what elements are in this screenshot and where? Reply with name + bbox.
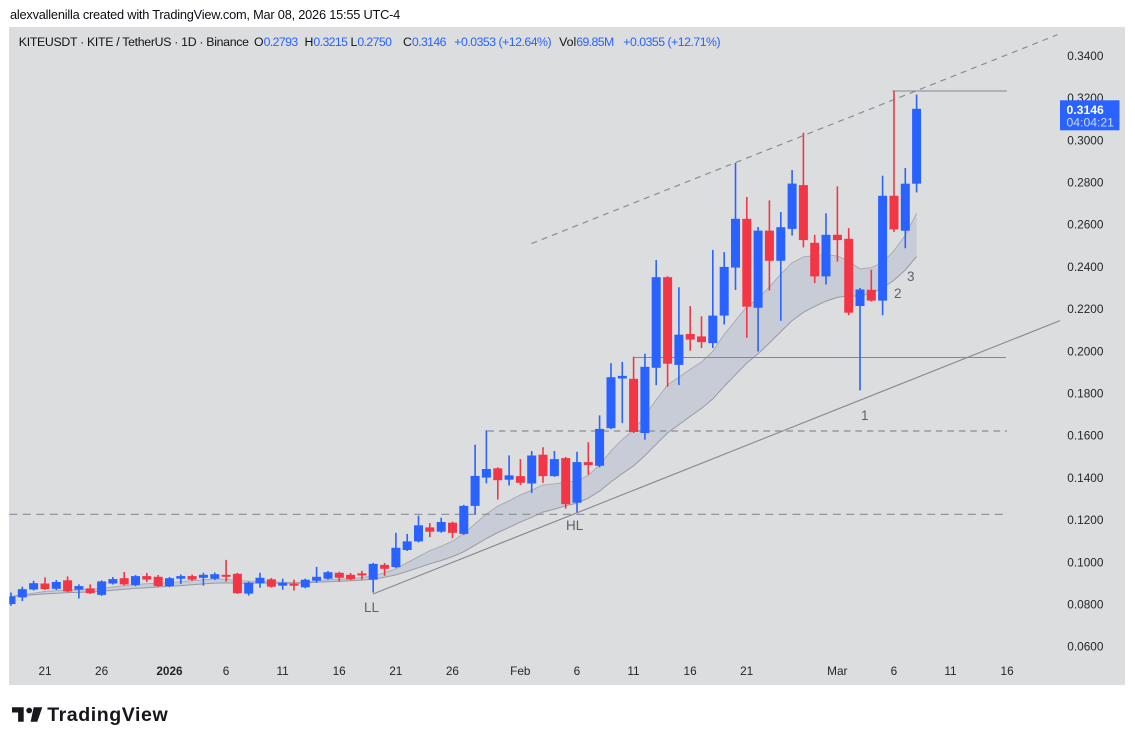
svg-text:0.1400: 0.1400 — [1067, 471, 1104, 485]
svg-text:Feb: Feb — [510, 664, 531, 678]
svg-text:11: 11 — [627, 664, 639, 678]
svg-text:LL: LL — [364, 600, 380, 615]
svg-text:1: 1 — [861, 408, 869, 423]
svg-text:2026: 2026 — [156, 664, 183, 678]
svg-text:0.0600: 0.0600 — [1067, 640, 1104, 654]
svg-text:2: 2 — [894, 286, 902, 301]
svg-text:0.1000: 0.1000 — [1067, 555, 1104, 569]
svg-text:0.2200: 0.2200 — [1067, 302, 1104, 316]
svg-text:6: 6 — [223, 664, 230, 678]
svg-text:0.3146: 0.3146 — [1067, 103, 1104, 117]
svg-text:16: 16 — [1001, 664, 1015, 678]
svg-text:0.3000: 0.3000 — [1067, 133, 1104, 147]
svg-text:HL: HL — [566, 518, 584, 533]
svg-text:0.1200: 0.1200 — [1067, 513, 1104, 527]
svg-text:0.0800: 0.0800 — [1067, 598, 1104, 612]
svg-text:Mar: Mar — [827, 664, 847, 678]
svg-text:0.3400: 0.3400 — [1067, 49, 1104, 63]
svg-text:11: 11 — [944, 664, 956, 678]
svg-text:16: 16 — [333, 664, 347, 678]
svg-text:0.2000: 0.2000 — [1067, 344, 1104, 358]
svg-text:16: 16 — [684, 664, 698, 678]
svg-text:0.2800: 0.2800 — [1067, 176, 1104, 190]
svg-text:04:04:21: 04:04:21 — [1067, 116, 1115, 130]
svg-text:21: 21 — [38, 664, 51, 678]
svg-text:0.1600: 0.1600 — [1067, 429, 1104, 443]
svg-text:3: 3 — [907, 269, 915, 284]
svg-text:21: 21 — [740, 664, 753, 678]
svg-text:0.2400: 0.2400 — [1067, 260, 1104, 274]
svg-text:6: 6 — [574, 664, 581, 678]
svg-text:0.2600: 0.2600 — [1067, 218, 1104, 232]
svg-text:26: 26 — [446, 664, 460, 678]
svg-text:6: 6 — [891, 664, 898, 678]
svg-text:21: 21 — [389, 664, 402, 678]
svg-text:26: 26 — [95, 664, 109, 678]
svg-text:11: 11 — [276, 664, 288, 678]
svg-text:0.1800: 0.1800 — [1067, 387, 1104, 401]
